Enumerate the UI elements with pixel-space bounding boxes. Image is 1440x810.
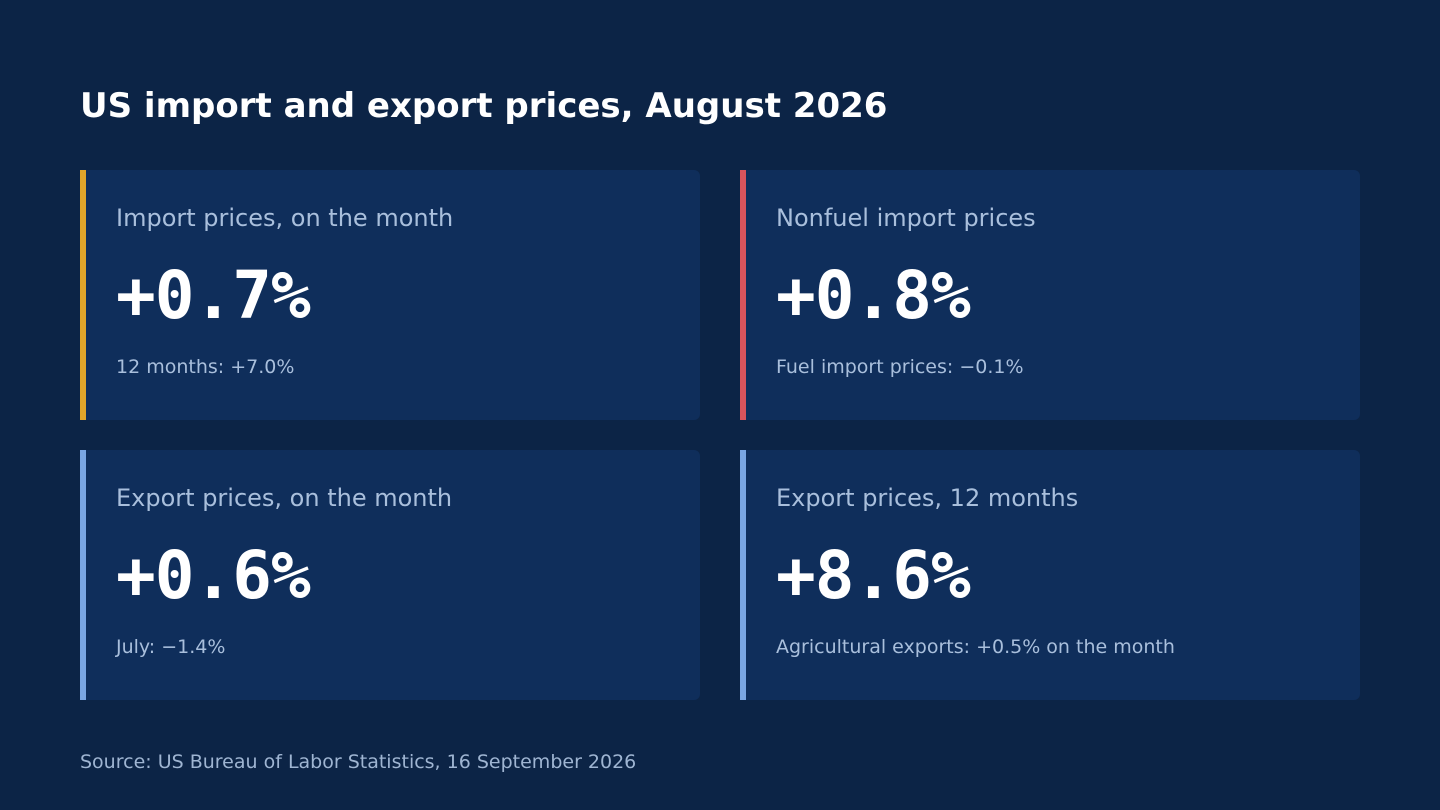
stat-card-value: +0.8% — [776, 257, 971, 334]
stat-card-export-prices-month: Export prices, on the month +0.6% July: … — [80, 450, 700, 700]
stat-card-grid: Import prices, on the month +0.7% 12 mon… — [80, 170, 1360, 700]
stat-card-note: 12 months: +7.0% — [116, 356, 295, 378]
stat-card-label: Export prices, 12 months — [776, 484, 1079, 512]
stat-card-note: Fuel import prices: −0.1% — [776, 356, 1024, 378]
stat-card-label: Nonfuel import prices — [776, 204, 1036, 232]
stat-card-value: +0.6% — [116, 537, 311, 614]
source-note: Source: US Bureau of Labor Statistics, 1… — [80, 751, 637, 773]
stat-card-note: July: −1.4% — [116, 636, 226, 658]
stat-card-value: +8.6% — [776, 537, 971, 614]
stat-card-label: Export prices, on the month — [116, 484, 453, 512]
stat-card-note: Agricultural exports: +0.5% on the month — [776, 636, 1175, 658]
stat-card-import-prices: Import prices, on the month +0.7% 12 mon… — [80, 170, 700, 420]
page-title: US import and export prices, August 2026 — [80, 86, 888, 126]
stat-card-value: +0.7% — [116, 257, 311, 334]
stat-card-label: Import prices, on the month — [116, 204, 454, 232]
stat-card-nonfuel-import-prices: Nonfuel import prices +0.8% Fuel import … — [740, 170, 1360, 420]
stat-card-export-prices-12-months: Export prices, 12 months +8.6% Agricultu… — [740, 450, 1360, 700]
